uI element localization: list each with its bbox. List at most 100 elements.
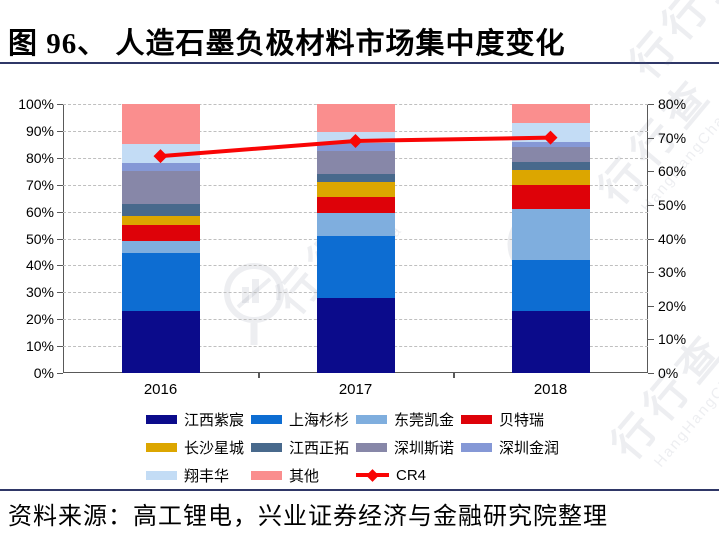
- cr4-line: [153, 130, 558, 164]
- legend: 江西紫宸 上海杉杉 东莞凯金 贝特瑞长沙星城 江西正拓 深圳斯诺 深圳金润翔丰华 其他 CR4: [146, 405, 586, 489]
- y-axis-label-left: 20%: [25, 311, 54, 328]
- legend-label: 其他: [289, 467, 320, 485]
- x-axis-label: 2018: [533, 381, 568, 398]
- bar-segment: [511, 169, 590, 185]
- y-axis-label-left: 100%: [18, 96, 54, 112]
- legend-row: 翔丰华 其他 CR4: [146, 461, 586, 489]
- y-axis-tick-left: [57, 346, 63, 348]
- bar-segment: [316, 151, 395, 174]
- y-axis-label-left: 0%: [33, 365, 54, 381]
- bar-segment: [316, 212, 395, 236]
- legend-label: 贝特瑞: [499, 411, 545, 429]
- y-axis-tick-left: [57, 238, 63, 240]
- bar-segment: [316, 235, 395, 298]
- y-axis-tick-left: [57, 157, 63, 159]
- bar-segment: [121, 215, 200, 226]
- legend-swatch: [461, 442, 492, 452]
- y-axis-label-right: 70%: [658, 129, 687, 146]
- y-axis-label-left: 10%: [25, 338, 54, 355]
- bar-segment: [121, 203, 200, 216]
- y-axis-tick-left: [57, 292, 63, 294]
- legend-item: 东莞凯金: [356, 409, 461, 430]
- y-axis-tick-right: [648, 137, 654, 139]
- legend-label: 翔丰华: [184, 467, 230, 485]
- legend-swatch: [461, 414, 492, 424]
- bar-segment: [316, 297, 395, 373]
- legend-swatch: [251, 414, 282, 424]
- legend-row: 长沙星城 江西正拓 深圳斯诺 深圳金润: [146, 433, 586, 461]
- legend-item: 江西正拓: [251, 437, 356, 458]
- y-axis-label-right: 20%: [658, 297, 687, 314]
- figure-title: 图 96、 人造石墨负极材料市场集中度变化: [8, 28, 566, 60]
- y-axis-tick-right: [648, 171, 654, 173]
- bar-segment: [316, 196, 395, 213]
- stacked-bar-2018: [511, 104, 590, 373]
- bar-segment: [511, 161, 590, 170]
- y-axis-tick-right: [648, 373, 654, 374]
- stacked-bar-2016: [121, 104, 200, 373]
- x-axis-tick: [453, 373, 455, 378]
- y-axis-tick-left: [57, 373, 63, 374]
- bar-segment: [121, 163, 200, 172]
- y-axis-label-right: 50%: [658, 196, 687, 213]
- legend-label: 江西紫宸: [184, 411, 245, 429]
- legend-label: 上海杉杉: [289, 411, 350, 429]
- bar-segment: [511, 104, 590, 123]
- bar-segment: [511, 184, 590, 209]
- legend-swatch: [146, 414, 177, 424]
- bar-segment: [316, 104, 395, 133]
- y-axis-tick-left: [57, 104, 63, 105]
- legend-swatch: [356, 414, 387, 424]
- y-axis-tick-right: [648, 204, 654, 206]
- y-axis-label-left: 40%: [25, 257, 54, 274]
- source-divider: [0, 489, 719, 491]
- bar-segment: [121, 253, 200, 312]
- legend-swatch: [146, 442, 177, 452]
- legend-swatch: [146, 470, 177, 480]
- bar-segment: [121, 241, 200, 254]
- y-axis-label-left: 70%: [25, 176, 54, 193]
- legend-swatch: [251, 442, 282, 452]
- legend-row: 江西紫宸 上海杉杉 东莞凯金 贝特瑞: [146, 405, 586, 433]
- x-axis-tick: [258, 373, 260, 378]
- legend-item: 江西紫宸: [146, 409, 251, 430]
- title-divider: [0, 62, 719, 64]
- y-axis-tick-left: [57, 130, 63, 132]
- y-axis-label-left: 80%: [25, 149, 54, 166]
- cr4-marker: [543, 130, 558, 145]
- y-axis-tick-right: [648, 339, 654, 341]
- y-axis-tick-left: [57, 265, 63, 267]
- legend-label: 深圳金润: [499, 439, 560, 457]
- bar-segment: [121, 311, 200, 373]
- legend-label: 长沙星城: [184, 439, 245, 457]
- bar-segment: [316, 182, 395, 197]
- cr4-marker: [348, 133, 363, 148]
- legend-label: 东莞凯金: [394, 411, 455, 429]
- legend-item: 翔丰华: [146, 465, 251, 486]
- legend-item: 其他: [251, 465, 356, 486]
- legend-label: 深圳斯诺: [394, 439, 455, 457]
- y-axis-label-right: 0%: [658, 365, 679, 381]
- cr4-marker: [153, 149, 168, 164]
- chart-area: 0% 10% 20% 30% 40% 50% 60% 70% 80% 90% 100% 0% 10% 20…: [18, 96, 687, 489]
- y-axis-tick-left: [57, 211, 63, 213]
- y-axis-label-left: 90%: [25, 122, 54, 139]
- legend-item: 长沙星城: [146, 437, 251, 458]
- bar-segment: [511, 208, 590, 261]
- legend-item: 深圳斯诺: [356, 437, 461, 458]
- y-axis-tick-left: [57, 184, 63, 186]
- legend-item: CR4: [356, 467, 461, 484]
- y-axis-tick-right: [648, 305, 654, 307]
- legend-item: 上海杉杉: [251, 409, 356, 430]
- source-note: 资料来源：高工锂电，兴业证券经济与金融研究院整理: [8, 504, 608, 530]
- legend-item: 贝特瑞: [461, 409, 566, 430]
- legend-line-swatch: [356, 468, 389, 482]
- y-axis-label-right: 60%: [658, 163, 687, 180]
- y-axis-label-left: 30%: [25, 284, 54, 301]
- x-axis-label: 2017: [338, 381, 373, 398]
- bar-segment: [121, 104, 200, 145]
- y-axis-label-right: 10%: [658, 331, 687, 348]
- y-axis-label-right: 30%: [658, 264, 687, 281]
- y-axis-tick-right: [648, 238, 654, 240]
